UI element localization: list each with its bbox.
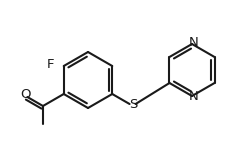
Text: O: O bbox=[20, 88, 31, 102]
Text: S: S bbox=[129, 98, 137, 111]
Text: N: N bbox=[188, 36, 198, 50]
Text: N: N bbox=[188, 90, 198, 104]
Text: F: F bbox=[47, 58, 54, 72]
